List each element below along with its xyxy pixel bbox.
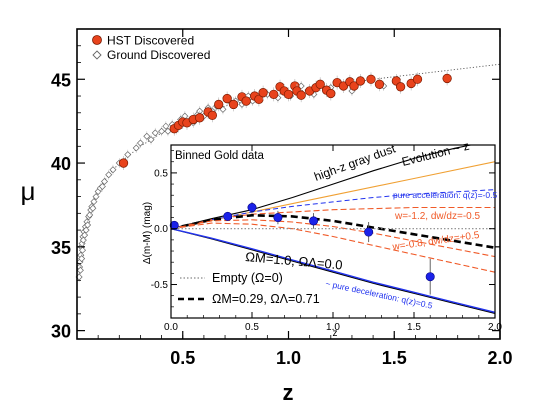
ground-point (105, 171, 113, 179)
ground-point (79, 246, 86, 254)
legend-hst-marker (92, 35, 102, 45)
legend-empty-label: Empty (Ω=0) (212, 271, 283, 285)
inset-x-tick-label: 0.0 (164, 322, 178, 333)
ground-point (162, 122, 170, 130)
hst-point (283, 89, 294, 100)
ground-point (147, 136, 155, 144)
legend-hst-label: HST Discovered (107, 34, 194, 48)
curve-m-1-0-0-0 (171, 228, 495, 315)
hst-point (214, 99, 224, 110)
curve-w-lower-envelope (171, 222, 495, 273)
inset-axes: 0.0 0.5 1.0 1.5 2.0 -0.5 0.0 0.5 (151, 145, 502, 333)
inset-legend: Empty (Ω=0) ΩM=0.29, ΩΛ=0.71 (178, 271, 320, 306)
hst-point (442, 73, 452, 84)
main-x-tick-label: 1.5 (382, 348, 407, 368)
hst-point (349, 81, 359, 91)
hst-point (118, 158, 129, 168)
hst-point (395, 82, 406, 92)
inset-plot (169, 145, 495, 315)
legend-best-fit-label: ΩM=0.29, ΩΛ=0.71 (212, 292, 320, 306)
inset-x-axis-label: z (333, 328, 338, 339)
hst-point (412, 74, 423, 84)
hst-point (296, 90, 306, 100)
ground-point (101, 177, 108, 185)
hst-point (355, 76, 366, 86)
main-x-axis-label: z (283, 380, 294, 405)
main-y-tick-label: 30 (51, 322, 71, 342)
ground-point (132, 144, 140, 152)
main-legend: HST Discovered Ground Discovered (92, 34, 210, 62)
binned-point (273, 213, 283, 223)
binned-point (169, 220, 179, 230)
curve-pure-deceleration-q-z-0-5 (171, 228, 495, 314)
ground-point (109, 166, 117, 174)
ground-point (143, 132, 151, 140)
main-x-tick-label: 0.5 (170, 348, 195, 368)
ground-point (84, 221, 92, 229)
annotation-w-minus-1-2: w=-1.2, dw/dz=-0.5 (394, 211, 480, 222)
hst-point (195, 113, 205, 123)
main-x-tick-label: 2.0 (487, 348, 512, 368)
ground-point (124, 151, 132, 159)
ground-point (151, 129, 159, 137)
hst-point (366, 74, 376, 84)
hst-point (222, 93, 232, 104)
legend-ground-marker (92, 50, 102, 60)
hst-point (207, 110, 218, 120)
inset-x-tick-label: 1.0 (326, 322, 340, 333)
inset-x-tick-label: 2.0 (488, 322, 502, 333)
curve-pure-acceleration-q-z-0-5 (171, 189, 495, 230)
hst-point (228, 99, 239, 110)
hst-point (406, 78, 416, 89)
inset-y-tick-label: 0.5 (154, 168, 168, 179)
binned-point (223, 211, 233, 221)
ground-point (89, 204, 97, 212)
main-x-tick-label: 1.0 (276, 348, 301, 368)
inset-title: Binned Gold data (175, 150, 264, 162)
hst-point (338, 81, 349, 91)
main-axes: 0.5 1.0 1.5 2.0 30 35 40 45 (51, 29, 513, 368)
curve-w-0-8-dw-dz-0-5 (171, 219, 495, 258)
hst-point (269, 89, 279, 100)
main-y-tick-label: 45 (51, 70, 71, 90)
binned-point (247, 203, 257, 213)
inset-y-axis-label: Δ(m-M) (mag) (142, 202, 153, 264)
inset-y-tick-label: -0.5 (151, 280, 169, 291)
hst-point (374, 79, 385, 89)
ground-point (76, 266, 84, 274)
hst-point (326, 88, 336, 99)
inset-y-tick-label: 0.0 (154, 224, 168, 235)
binned-point (364, 227, 374, 237)
binned-point (425, 272, 435, 282)
hst-point (241, 96, 251, 106)
inset-x-tick-label: 1.5 (407, 322, 421, 333)
inset-x-tick-label: 0.5 (245, 322, 259, 333)
main-y-tick-label: 35 (51, 238, 71, 258)
hst-point (315, 79, 325, 89)
main-y-axis-label: μ (21, 176, 36, 206)
legend-ground-label: Ground Discovered (107, 48, 210, 62)
annotation-pure-acceleration: pure acceleration: q(z)=-0.5 (393, 190, 497, 200)
main-y-tick-label: 40 (51, 154, 71, 174)
main-points (75, 71, 452, 282)
inset-background (171, 145, 495, 318)
ground-point (136, 139, 144, 147)
ground-point (158, 127, 166, 135)
ground-point (86, 211, 94, 219)
ground-point (78, 255, 86, 263)
hst-point (258, 88, 268, 98)
binned-point (309, 216, 319, 226)
